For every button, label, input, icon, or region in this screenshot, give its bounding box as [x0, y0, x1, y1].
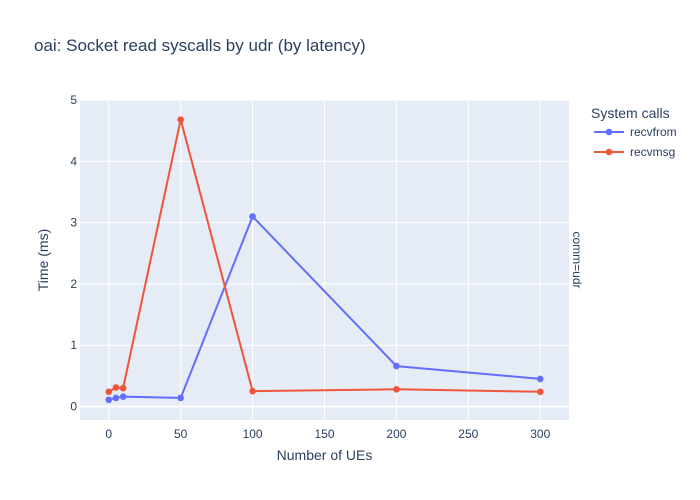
data-point-recvmsg: [105, 388, 113, 396]
data-point-recvfrom: [105, 396, 113, 404]
x-tick-label: 50: [174, 427, 188, 441]
legend-label: recvfrom: [630, 125, 677, 139]
legend-item-recvmsg[interactable]: recvmsg: [594, 145, 675, 159]
data-point-recvmsg: [119, 384, 127, 392]
data-point-recvmsg: [249, 387, 256, 395]
x-tick-label: 150: [314, 427, 334, 441]
data-point-recvfrom: [119, 393, 127, 401]
data-point-recvmsg: [177, 116, 184, 123]
legend-label: recvmsg: [630, 145, 675, 159]
y-tick-label: 2: [70, 277, 77, 291]
data-point-recvmsg: [536, 388, 544, 396]
data-point-recvfrom: [177, 394, 184, 402]
data-point-recvfrom: [393, 362, 400, 370]
data-point-recvmsg: [393, 386, 400, 393]
x-tick-label: 0: [105, 427, 112, 441]
y-tick-label: 0: [70, 400, 77, 414]
data-point-recvfrom: [112, 394, 120, 402]
x-tick-label: 250: [458, 427, 478, 441]
x-tick-label: 200: [386, 427, 406, 441]
data-point-recvmsg: [112, 384, 120, 391]
legend[interactable]: System calls recvfrom recvmsg: [591, 105, 677, 159]
y-axis-title: Time (ms): [35, 229, 51, 291]
x-tick-label: 100: [243, 427, 263, 441]
y-tick-label: 3: [70, 216, 77, 230]
legend-swatch-marker: [605, 148, 613, 156]
tick-labels: 0 50 100 150 200 250 300 0 1 2 3 4 5: [70, 93, 550, 441]
y-tick-label: 5: [70, 93, 77, 107]
legend-swatch-marker: [605, 128, 613, 136]
legend-title: System calls: [591, 105, 670, 121]
series-recvfrom: [105, 213, 544, 404]
series-layer: [105, 116, 544, 404]
facet-label: comm=udr: [570, 231, 584, 288]
y-tick-label: 1: [70, 338, 77, 352]
grid-lines: [80, 99, 569, 420]
data-point-recvfrom: [249, 213, 256, 220]
legend-item-recvfrom[interactable]: recvfrom: [594, 125, 677, 139]
data-point-recvfrom: [536, 375, 544, 383]
y-tick-label: 4: [70, 154, 77, 168]
x-axis-title: Number of UEs: [277, 447, 373, 463]
chart-title: oai: Socket read syscalls by udr (by lat…: [34, 36, 366, 55]
x-tick-label: 300: [530, 427, 550, 441]
series-recvmsg: [105, 116, 544, 396]
